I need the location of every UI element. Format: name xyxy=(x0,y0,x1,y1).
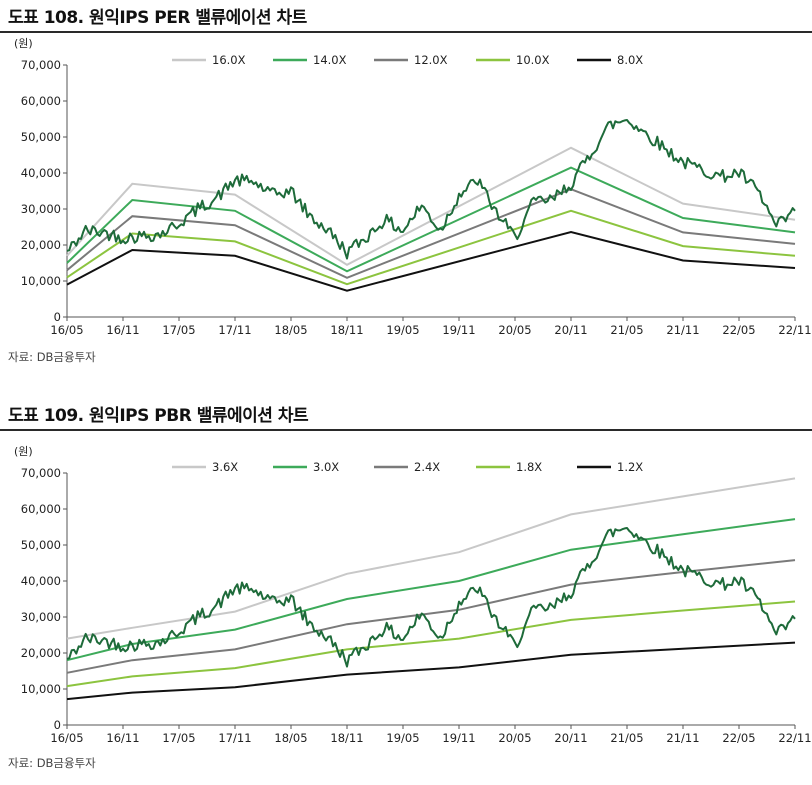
legend-label: 3.6X xyxy=(212,460,238,474)
x-tick-label: 16/05 xyxy=(50,323,83,337)
band-line-10-0X xyxy=(66,209,796,286)
x-tick-label: 17/11 xyxy=(218,731,251,745)
legend-label: 12.0X xyxy=(414,53,448,67)
y-tick-label: 0 xyxy=(54,718,61,732)
x-tick-label: 19/05 xyxy=(386,323,419,337)
x-tick-label: 22/05 xyxy=(722,323,755,337)
band-line-16-0X xyxy=(66,146,796,266)
title-divider xyxy=(0,31,812,33)
legend-label: 10.0X xyxy=(516,53,550,67)
y-tick-label: 50,000 xyxy=(21,538,61,552)
price-line xyxy=(66,119,796,260)
x-tick-label: 16/05 xyxy=(50,731,83,745)
y-tick-label: 20,000 xyxy=(21,238,61,252)
x-tick-label: 17/11 xyxy=(218,323,251,337)
x-tick-label: 17/05 xyxy=(162,731,195,745)
y-axis-unit-label: (원) xyxy=(14,445,33,458)
y-tick-label: 30,000 xyxy=(21,610,61,624)
x-tick-label: 18/05 xyxy=(274,731,307,745)
x-tick-label: 19/11 xyxy=(442,731,475,745)
y-axis-unit-label: (원) xyxy=(14,37,33,50)
source-note: 자료: DB금융투자 xyxy=(8,756,96,770)
y-tick-label: 20,000 xyxy=(21,646,61,660)
y-tick-label: 0 xyxy=(54,310,61,324)
x-tick-label: 17/05 xyxy=(162,323,195,337)
y-tick-label: 30,000 xyxy=(21,202,61,216)
price-line xyxy=(66,527,796,668)
x-tick-label: 18/05 xyxy=(274,323,307,337)
band-line-1-8X xyxy=(66,600,796,688)
x-tick-label: 21/11 xyxy=(666,323,699,337)
chart-title: 도표 108. 원익IPS PER 밸류에이션 차트 xyxy=(8,8,307,28)
legend-label: 2.4X xyxy=(414,460,440,474)
x-tick-label: 21/05 xyxy=(610,323,643,337)
y-tick-label: 60,000 xyxy=(21,502,61,516)
x-tick-label: 21/05 xyxy=(610,731,643,745)
band-line-1-2X xyxy=(66,641,796,701)
y-tick-label: 40,000 xyxy=(21,574,61,588)
source-note: 자료: DB금융투자 xyxy=(8,350,96,364)
y-tick-label: 60,000 xyxy=(21,94,61,108)
legend-label: 1.8X xyxy=(516,460,542,474)
title-divider xyxy=(0,429,812,431)
x-tick-label: 20/11 xyxy=(554,323,587,337)
pbr-chart-panel: 도표 109. 원익IPS PBR 밸류에이션 차트 (원) 0 10,000 20,… xyxy=(0,398,812,785)
band-line-2-4X xyxy=(66,559,796,674)
per-valuation-chart: (원) 0 10,000 20,000 30,000 40,000 50,000 60,000… xyxy=(14,37,812,337)
x-tick-label: 19/05 xyxy=(386,731,419,745)
band-line-3-0X xyxy=(66,518,796,662)
y-tick-label: 40,000 xyxy=(21,166,61,180)
legend-label: 14.0X xyxy=(313,53,347,67)
legend-label: 3.0X xyxy=(313,460,339,474)
x-tick-label: 18/11 xyxy=(330,323,363,337)
pbr-valuation-chart: (원) 0 10,000 20,000 30,000 40,000 50,000 60,000… xyxy=(14,445,812,745)
band-line-3-6X xyxy=(66,477,796,640)
x-tick-label: 20/11 xyxy=(554,731,587,745)
y-tick-label: 50,000 xyxy=(21,130,61,144)
x-tick-label: 22/11 xyxy=(778,323,811,337)
band-line-8-0X xyxy=(66,230,796,292)
x-tick-label: 16/11 xyxy=(106,731,139,745)
x-tick-label: 20/05 xyxy=(498,731,531,745)
x-tick-label: 22/11 xyxy=(778,731,811,745)
legend-label: 1.2X xyxy=(617,460,643,474)
per-chart-panel: 도표 108. 원익IPS PER 밸류에이션 차트 (원) 0 10,000 20,… xyxy=(0,0,812,392)
x-tick-label: 18/11 xyxy=(330,731,363,745)
chart-title: 도표 109. 원익IPS PBR 밸류에이션 차트 xyxy=(8,406,309,426)
y-tick-label: 10,000 xyxy=(21,682,61,696)
x-tick-label: 20/05 xyxy=(498,323,531,337)
x-tick-label: 21/11 xyxy=(666,731,699,745)
x-tick-label: 22/05 xyxy=(722,731,755,745)
y-tick-label: 10,000 xyxy=(21,274,61,288)
legend-label: 16.0X xyxy=(212,53,246,67)
band-line-14-0X xyxy=(66,166,796,273)
band-line-12-0X xyxy=(66,188,796,279)
x-tick-label: 16/11 xyxy=(106,323,139,337)
x-tick-label: 19/11 xyxy=(442,323,475,337)
y-tick-label: 70,000 xyxy=(21,58,61,72)
y-tick-label: 70,000 xyxy=(21,466,61,480)
legend-label: 8.0X xyxy=(617,53,643,67)
